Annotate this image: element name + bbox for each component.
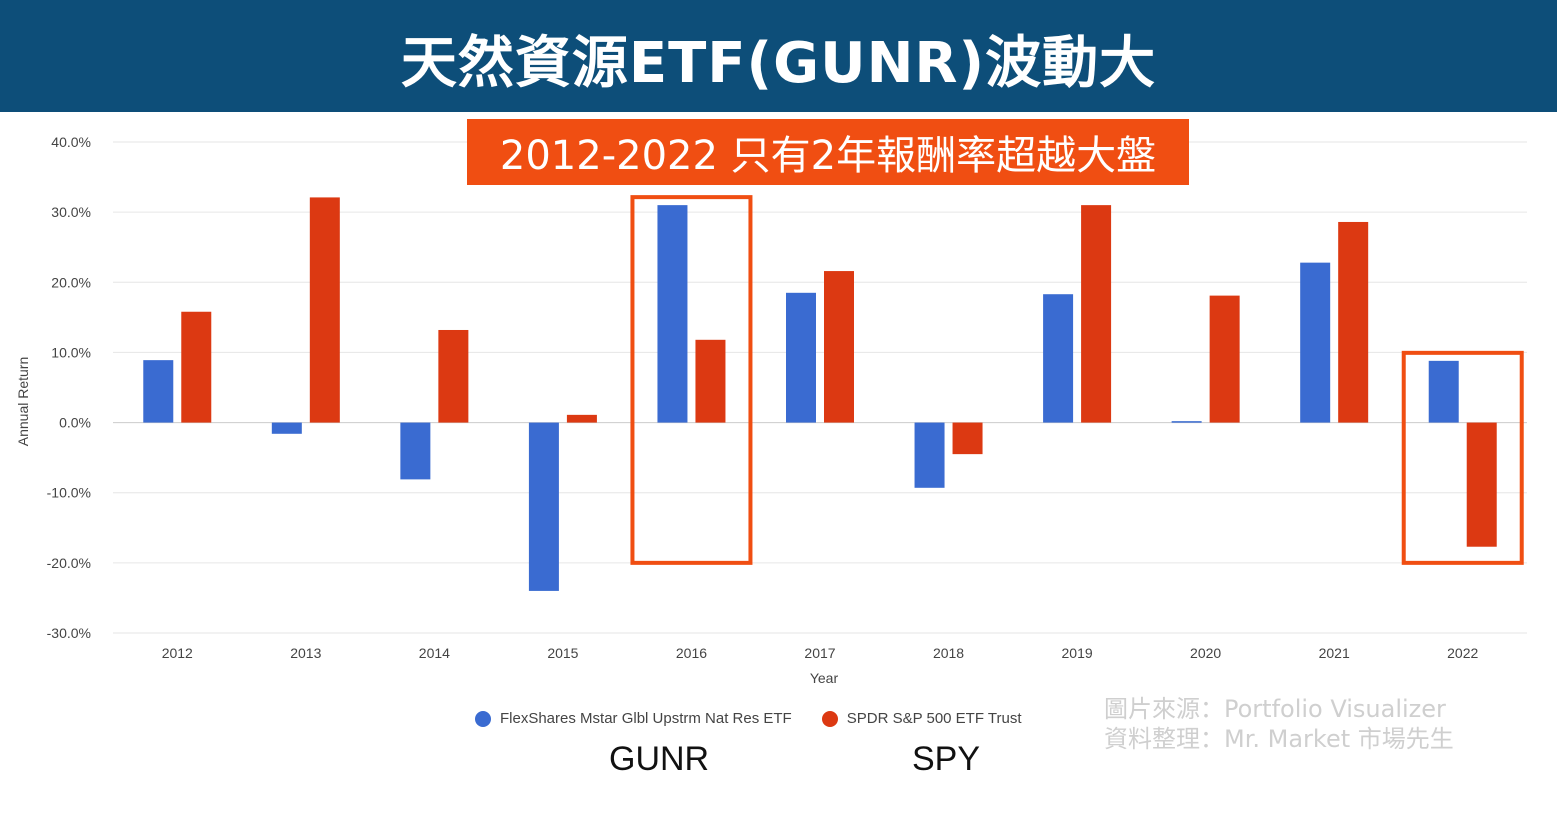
chart-subtitle: 2012-2022 只有2年報酬率超越大盤 — [467, 119, 1189, 185]
legend-marker-spy — [821, 710, 838, 727]
bar-gunr-2012 — [143, 360, 174, 423]
bar-spy-2017 — [824, 271, 854, 423]
highlight-box-2022 — [1401, 350, 1524, 565]
bar-spy-2018 — [952, 422, 983, 455]
legend-label-spy: SPDR S&P 500 ETF Trust — [846, 710, 1022, 727]
bar-gunr-2016 — [657, 205, 688, 423]
bar-gunr-2013 — [271, 422, 302, 434]
y-tick-label: 10.0% — [51, 344, 91, 360]
y-tick-label: 30.0% — [51, 204, 91, 220]
title-bar: 天然資源ETF(GUNR)波動大 — [0, 0, 1557, 112]
y-tick-label: -20.0% — [47, 555, 91, 571]
x-tick-label: 2012 — [162, 645, 193, 661]
bar-spy-2020 — [1209, 295, 1240, 423]
y-tick-label: 20.0% — [51, 274, 91, 290]
bar-spy-2019 — [1081, 205, 1112, 423]
y-tick-label: -10.0% — [47, 485, 91, 501]
bar-spy-2021 — [1338, 221, 1369, 423]
x-tick-label: 2013 — [290, 645, 321, 661]
bar-spy-2022 — [1466, 422, 1497, 547]
source-line-1: 圖片來源：Portfolio Visualizer — [1104, 695, 1446, 723]
bar-chart: 40.0% 30.0% 20.0% 10.0% 0.0% -10.0% -20.0% -30.… — [15, 134, 1527, 686]
ticker-gunr: GUNR — [609, 740, 710, 778]
y-tick-label: -30.0% — [47, 625, 91, 641]
x-tick-label: 2014 — [419, 645, 450, 661]
highlight-box-2016 — [630, 195, 753, 565]
y-tick-label: 0.0% — [59, 415, 91, 431]
bar-gunr-2019 — [1043, 294, 1074, 423]
bar-gunr-2015 — [528, 422, 559, 591]
x-tick-label: 2019 — [1062, 645, 1093, 661]
ticker-spy: SPY — [912, 740, 981, 778]
x-axis-title: Year — [810, 670, 839, 686]
legend-item-spy: SPDR S&P 500 ETF Trust — [821, 710, 1022, 727]
bar-gunr-2020 — [1171, 421, 1202, 423]
source-note: 圖片來源：Portfolio Visualizer 資料整理：Mr. Marke… — [1104, 694, 1454, 754]
bar-gunr-2022 — [1428, 360, 1459, 423]
legend-item-gunr: FlexShares Mstar Glbl Upstrm Nat Res ETF — [475, 710, 792, 727]
x-tick-label: 2020 — [1190, 645, 1221, 661]
bar-gunr-2018 — [914, 422, 945, 488]
bar-gunr-2014 — [400, 422, 431, 480]
bar-gunr-2017 — [786, 292, 816, 423]
bar-gunr-2021 — [1300, 262, 1331, 423]
x-tick-label: 2018 — [933, 645, 964, 661]
page-title: 天然資源ETF(GUNR)波動大 — [400, 30, 1157, 96]
x-tick-label: 2022 — [1447, 645, 1478, 661]
bar-spy-2016 — [695, 339, 726, 423]
y-axis-title: Annual Return — [15, 357, 31, 447]
x-tick-label: 2015 — [547, 645, 578, 661]
legend-marker-gunr — [475, 710, 491, 727]
legend: FlexShares Mstar Glbl Upstrm Nat Res ETF… — [475, 710, 1052, 727]
x-tick-label: 2021 — [1319, 645, 1350, 661]
x-tick-label: 2017 — [804, 645, 835, 661]
bar-spy-2015 — [566, 414, 597, 423]
source-line-2: 資料整理：Mr. Market 市場先生 — [1104, 725, 1454, 753]
bar-spy-2013 — [309, 197, 340, 423]
bar-spy-2014 — [438, 329, 469, 423]
y-tick-label: 40.0% — [51, 134, 91, 150]
bar-spy-2012 — [181, 311, 212, 423]
x-tick-label: 2016 — [676, 645, 707, 661]
legend-label-gunr: FlexShares Mstar Glbl Upstrm Nat Res ETF — [500, 710, 792, 727]
